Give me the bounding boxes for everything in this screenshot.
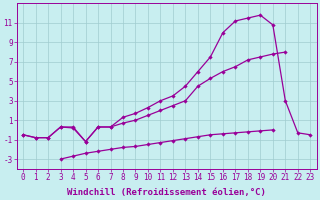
X-axis label: Windchill (Refroidissement éolien,°C): Windchill (Refroidissement éolien,°C) — [67, 188, 266, 197]
